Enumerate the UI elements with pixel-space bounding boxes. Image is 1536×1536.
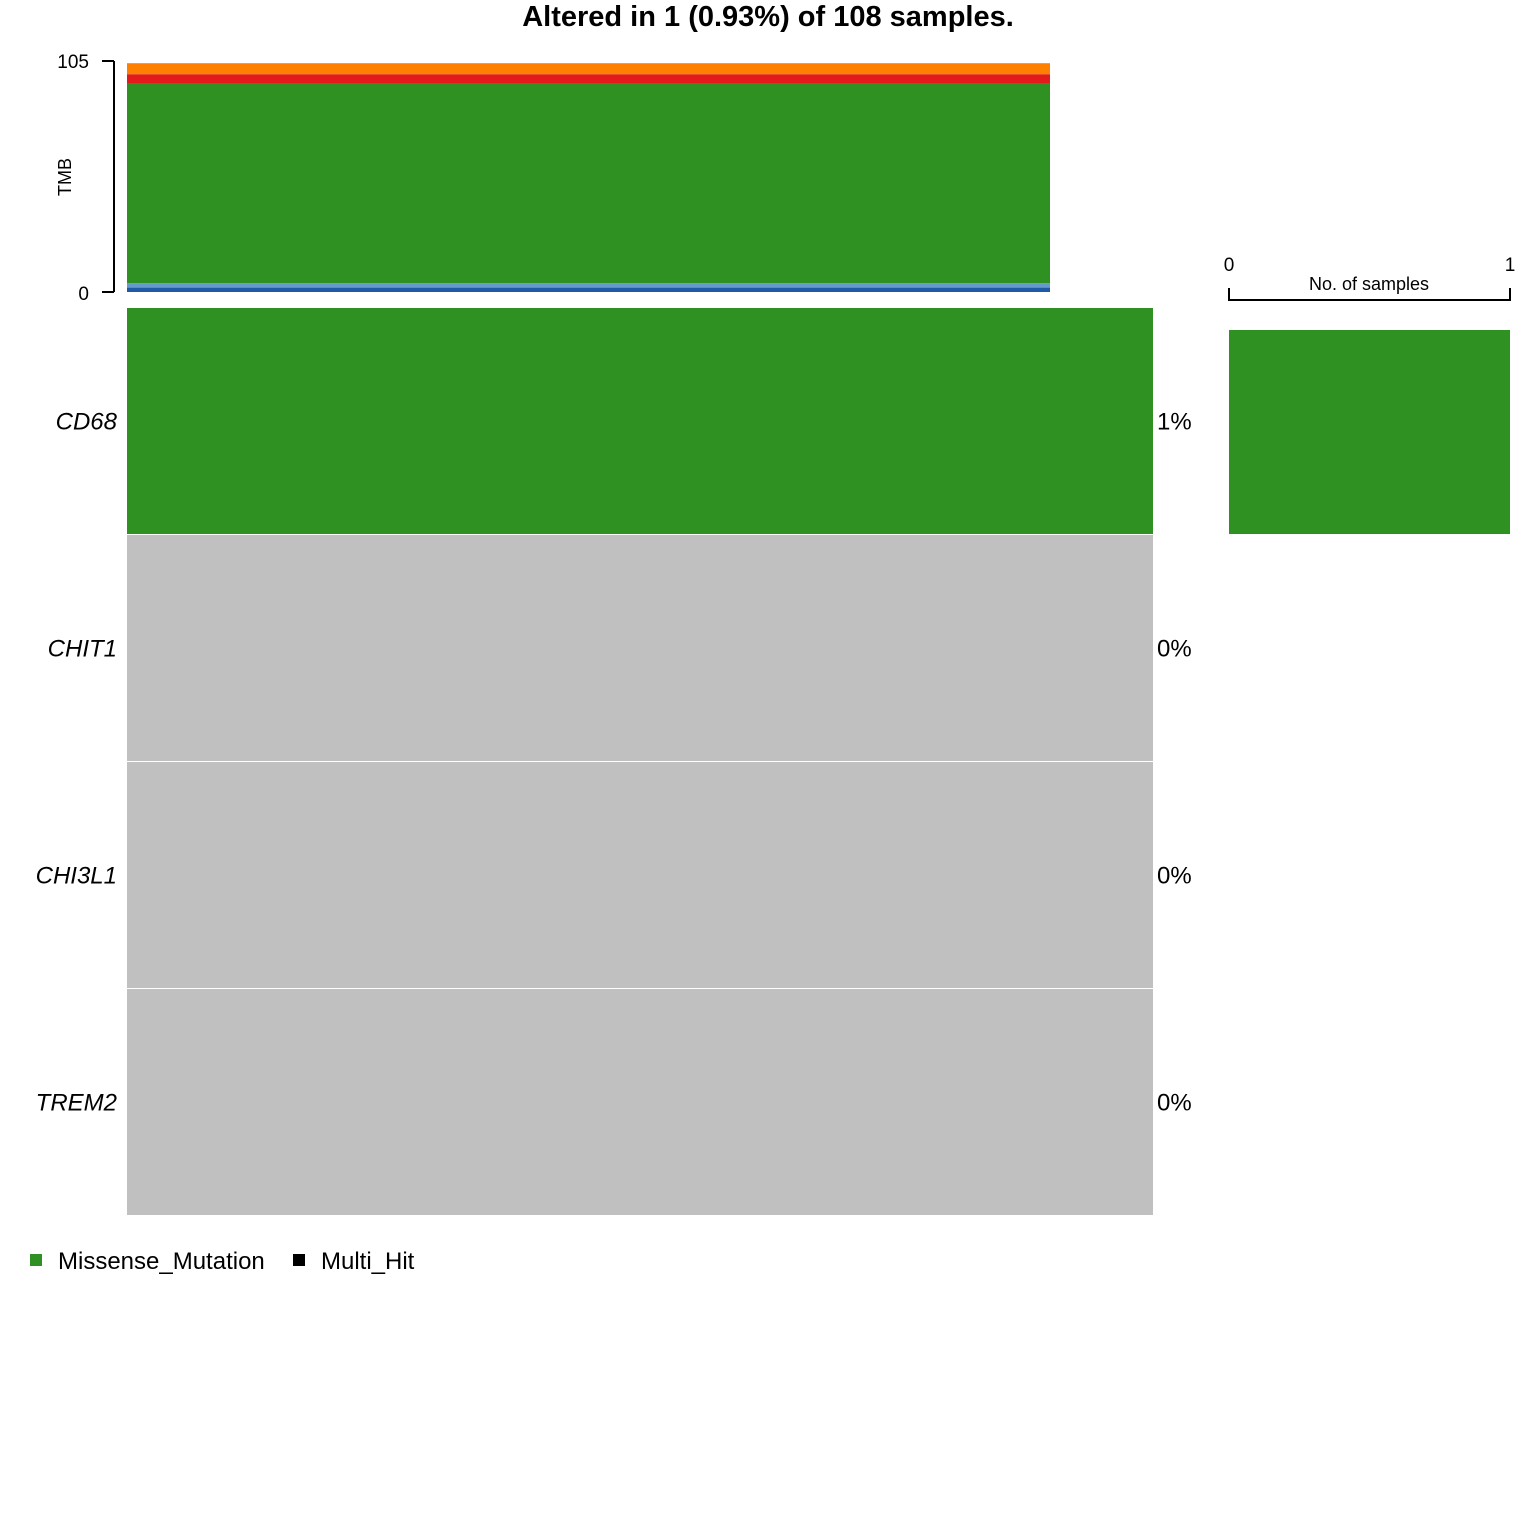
oncoplot-cell-trem2 — [127, 989, 1153, 1215]
oncoplot-cell-chit1 — [127, 535, 1153, 761]
oncoplot-grid — [127, 308, 1153, 1215]
gene-bar-tick-label-min: 0 — [1224, 255, 1235, 276]
chart-title: Altered in 1 (0.93%) of 108 samples. — [522, 1, 1014, 33]
oncoplot-cell-chi3l1 — [127, 762, 1153, 988]
percent-label: 0% — [1157, 1090, 1192, 1117]
percent-label: 0% — [1157, 863, 1192, 890]
gene-label: TREM2 — [36, 1090, 117, 1117]
gene-labels: CD68 CHIT1 CHI3L1 TREM2 — [36, 409, 118, 1117]
tmb-segments — [127, 63, 1050, 292]
tmb-segment-0 — [127, 287, 1050, 292]
gene-label: CHI3L1 — [36, 863, 117, 890]
gene-bar-panel: 0 1 No. of samples — [1224, 255, 1516, 534]
gene-label: CD68 — [56, 409, 118, 436]
gene-bar-axis-line — [1228, 288, 1511, 301]
percent-label: 1% — [1157, 409, 1192, 436]
tmb-tick-label-max: 105 — [57, 52, 89, 73]
percent-label: 0% — [1157, 636, 1192, 663]
gene-label: CHIT1 — [48, 636, 117, 663]
gene-bars — [1229, 330, 1510, 534]
tmb-bar-panel: 105 0 TMB — [55, 52, 1050, 305]
tmb-axis-label: TMB — [55, 158, 75, 196]
oncoplot-cell-cd68 — [127, 308, 1153, 534]
tmb-segment-1 — [127, 283, 1050, 288]
legend-label: Missense_Mutation — [58, 1248, 265, 1275]
gene-bar-tick-label-max: 1 — [1505, 255, 1516, 276]
gene-bar-cd68 — [1229, 330, 1510, 534]
tmb-segment-2 — [127, 83, 1050, 284]
tmb-segment-3 — [127, 74, 1050, 83]
legend-swatch — [293, 1254, 305, 1266]
legend-label: Multi_Hit — [321, 1248, 415, 1275]
gene-bar-axis-label: No. of samples — [1309, 274, 1429, 294]
legend: Missense_Mutation Multi_Hit — [30, 1248, 415, 1275]
tmb-segment-4 — [127, 63, 1050, 75]
legend-swatch — [30, 1254, 42, 1266]
tmb-tick-label-min: 0 — [78, 284, 89, 305]
percent-labels: 1% 0% 0% 0% — [1157, 409, 1192, 1117]
